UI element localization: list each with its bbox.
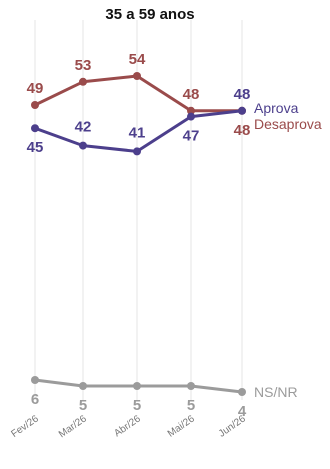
data-point <box>79 77 87 86</box>
data-label: 5 <box>187 397 195 414</box>
data-point <box>238 106 246 115</box>
series-line-desaprova <box>34 74 242 113</box>
x-tick-label: Mai/26 <box>166 413 197 439</box>
data-point <box>187 382 195 390</box>
chart-title: 35 a 59 anos <box>105 6 195 23</box>
data-label: 48 <box>234 86 251 103</box>
data-label: 54 <box>129 51 146 68</box>
data-point <box>79 141 87 150</box>
legend-entry: Aprova <box>254 100 299 116</box>
data-label: 53 <box>75 57 92 74</box>
data-label: 4 <box>238 403 247 420</box>
data-label: 6 <box>31 391 39 408</box>
x-tick-label: Jun/26 <box>217 413 248 439</box>
x-tick-label: Abr/26 <box>112 413 143 439</box>
x-tick-label: Mar/26 <box>57 413 89 440</box>
data-label: 48 <box>183 86 200 103</box>
data-point <box>133 72 141 80</box>
data-point <box>187 106 195 115</box>
data-point <box>31 101 39 109</box>
data-label: 41 <box>129 124 146 141</box>
data-label: 47 <box>183 128 200 145</box>
x-tick-label: Fev/26 <box>9 413 41 440</box>
legend-entry: Desaprova <box>254 116 322 132</box>
data-point <box>79 382 87 390</box>
data-label: 5 <box>133 397 141 414</box>
data-point <box>31 376 39 384</box>
legend-entry: NS/NR <box>254 384 298 400</box>
data-label: 5 <box>79 397 87 414</box>
data-point <box>187 112 195 121</box>
data-label: 42 <box>75 119 92 136</box>
data-label: 49 <box>27 80 44 97</box>
data-label: 45 <box>27 139 44 156</box>
data-point <box>238 388 246 396</box>
data-point <box>133 382 141 390</box>
data-point <box>31 124 39 133</box>
data-point <box>133 147 141 156</box>
data-label: 48 <box>234 122 251 139</box>
